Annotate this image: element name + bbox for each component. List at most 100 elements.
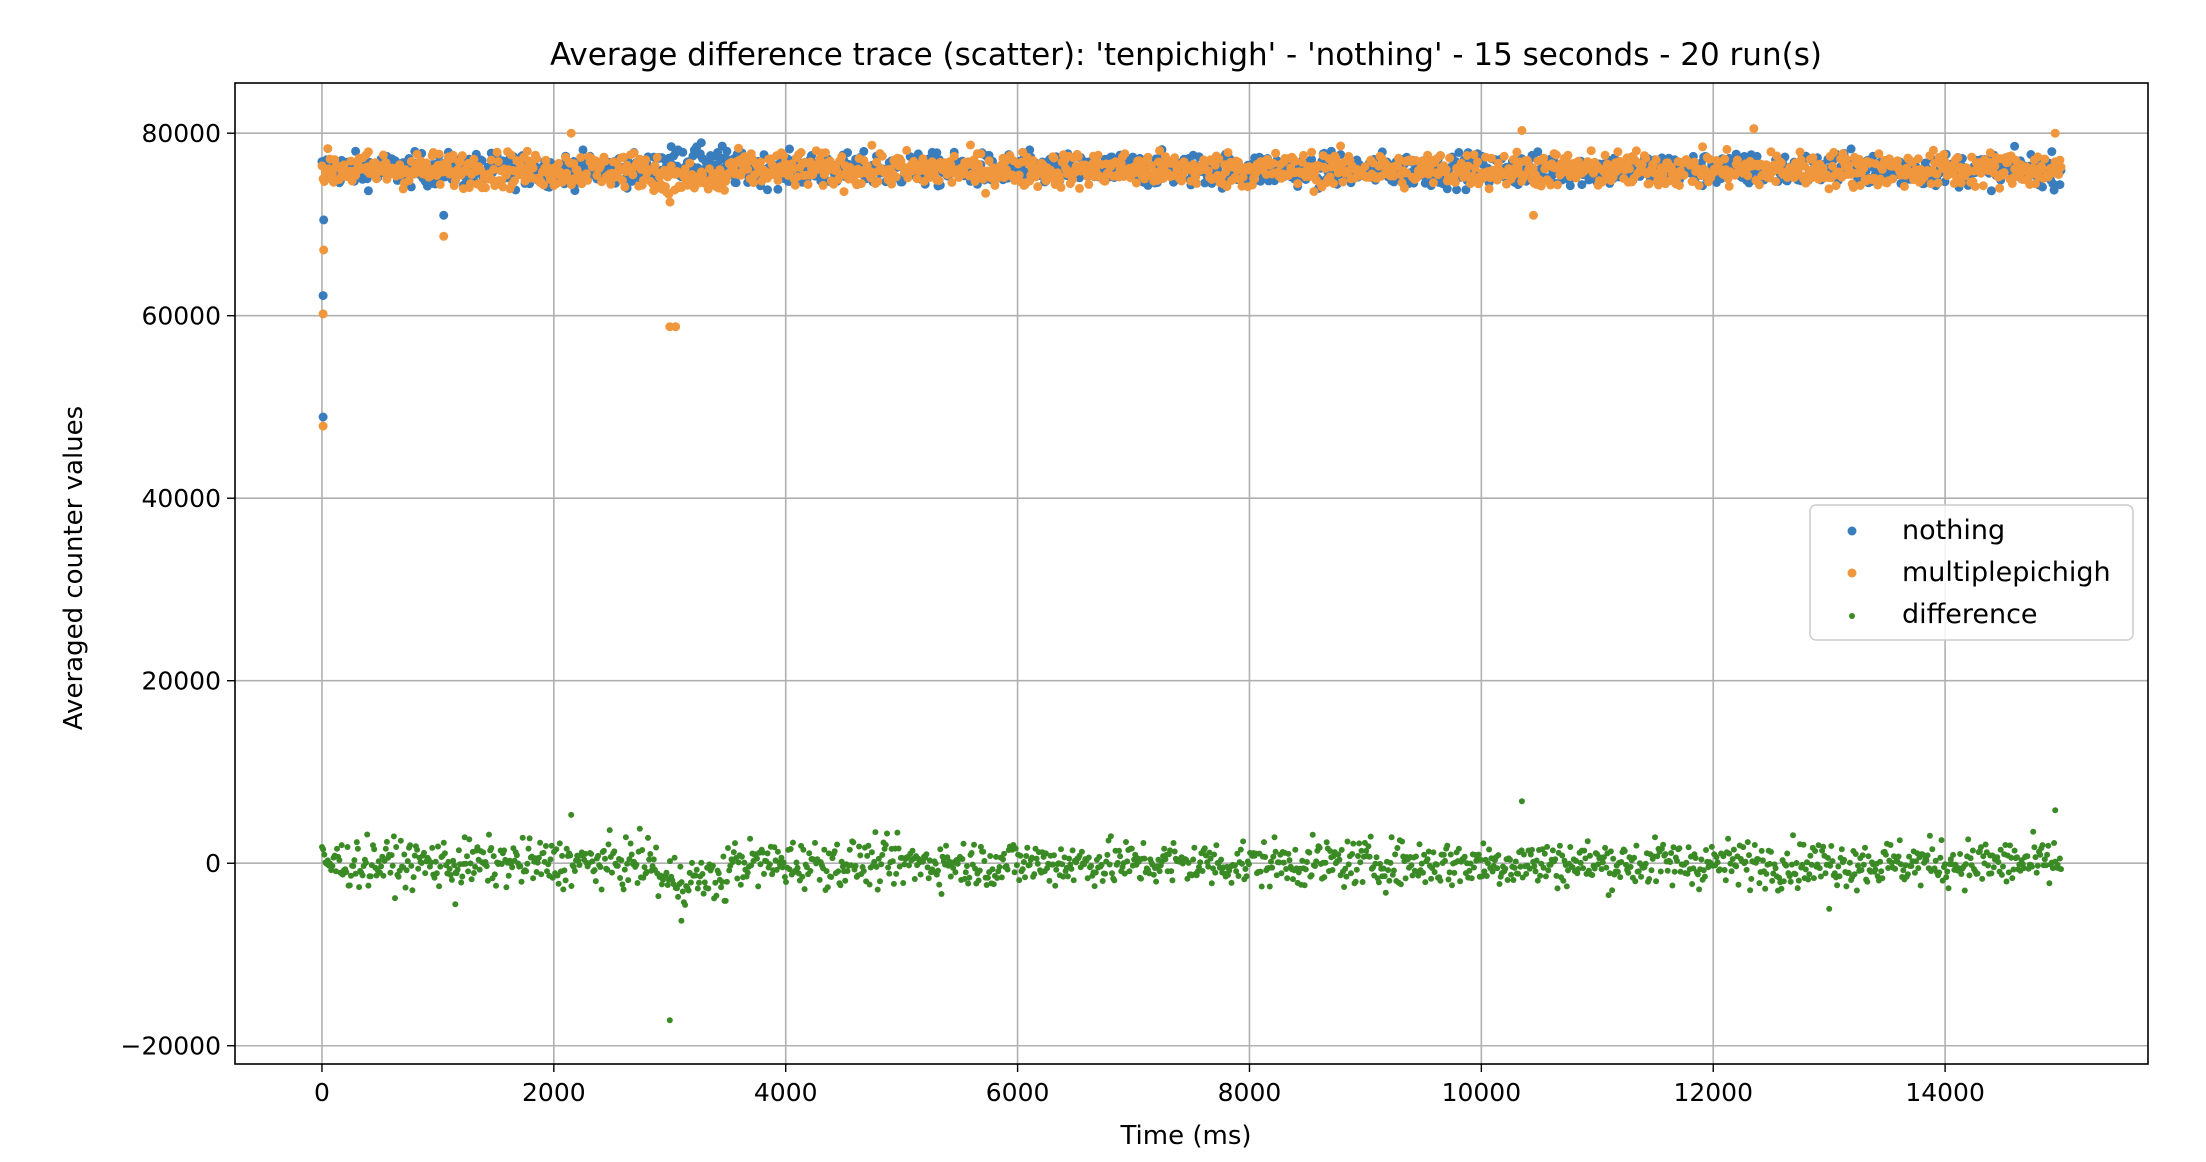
point-difference [1534, 877, 1541, 884]
point-difference [1386, 877, 1393, 884]
point-difference [1302, 866, 1309, 873]
point-difference [671, 854, 678, 861]
point-difference [1742, 858, 1749, 865]
point-multiplepichigh [1995, 183, 2005, 193]
point-multiplepichigh [788, 164, 798, 174]
point-difference [868, 849, 875, 856]
point-difference [1060, 873, 1067, 880]
point-difference [1515, 870, 1522, 877]
point-difference [1523, 870, 1530, 877]
point-difference [709, 862, 716, 869]
point-difference [1817, 873, 1824, 880]
point-difference [952, 869, 959, 876]
point-difference [2024, 853, 2031, 860]
point-multiplepichigh [1933, 178, 1943, 188]
point-difference [1911, 869, 1918, 876]
point-difference [1308, 872, 1315, 879]
point-difference [983, 882, 990, 888]
point-difference [878, 861, 885, 868]
point-multiplepichigh [620, 182, 630, 192]
point-difference [965, 880, 972, 887]
point-difference [448, 876, 455, 883]
y-tick-label: 20000 [141, 667, 221, 696]
outlier-point-difference [452, 901, 459, 908]
point-difference [1692, 855, 1699, 861]
point-difference [2003, 878, 2010, 885]
point-difference [1478, 857, 1484, 863]
point-difference [1196, 864, 1202, 870]
point-multiplepichigh [1829, 147, 1839, 157]
point-difference [582, 850, 589, 857]
point-difference [1858, 867, 1865, 874]
point-difference [1982, 841, 1989, 848]
point-difference [781, 874, 788, 880]
y-tick-label: −20000 [121, 1032, 221, 1061]
point-multiplepichigh [1143, 152, 1153, 162]
point-multiplepichigh [619, 152, 629, 162]
point-multiplepichigh [1484, 184, 1494, 194]
point-multiplepichigh [1658, 170, 1668, 180]
point-difference [694, 885, 701, 892]
point-difference [1746, 852, 1752, 859]
point-multiplepichigh [1602, 159, 1612, 169]
point-multiplepichigh [1435, 151, 1445, 160]
point-multiplepichigh [665, 197, 675, 207]
point-difference [971, 841, 977, 848]
point-difference [875, 855, 882, 862]
point-difference [1891, 853, 1897, 860]
point-difference [1730, 846, 1737, 853]
point-difference [1102, 870, 1109, 877]
point-difference [1338, 846, 1345, 853]
point-difference [1740, 844, 1747, 851]
x-tick-label: 2000 [522, 1078, 586, 1107]
point-difference [1766, 860, 1773, 867]
point-difference [1979, 875, 1986, 882]
point-difference [1508, 871, 1515, 878]
point-difference [1969, 847, 1976, 854]
point-difference [1446, 869, 1453, 876]
point-difference [626, 856, 633, 863]
point-difference [780, 859, 787, 866]
point-difference [771, 844, 778, 851]
point-multiplepichigh [685, 158, 695, 168]
point-difference [1689, 881, 1696, 887]
point-difference [759, 849, 766, 856]
point-difference [1437, 877, 1444, 884]
point-difference [1061, 854, 1068, 861]
point-difference [1631, 854, 1638, 861]
point-multiplepichigh [1536, 181, 1546, 191]
point-difference [387, 869, 394, 876]
point-difference [624, 860, 631, 867]
point-difference [392, 895, 398, 902]
point-multiplepichigh [934, 176, 944, 185]
point-difference [1609, 887, 1616, 894]
point-difference [614, 862, 621, 869]
point-multiplepichigh [486, 155, 496, 165]
outlier-point-nothing [439, 210, 449, 220]
point-multiplepichigh [576, 153, 586, 162]
point-difference [540, 849, 547, 856]
point-difference [895, 845, 902, 852]
point-difference [474, 844, 481, 851]
point-difference [383, 838, 390, 845]
point-difference [503, 884, 510, 891]
point-difference [1455, 845, 1462, 852]
point-difference [561, 867, 568, 874]
point-multiplepichigh [1637, 160, 1647, 170]
point-difference [1483, 873, 1490, 879]
point-difference [544, 868, 550, 875]
point-multiplepichigh [528, 163, 538, 173]
point-multiplepichigh [1389, 171, 1399, 181]
point-multiplepichigh [339, 160, 349, 170]
point-difference [1602, 844, 1609, 851]
point-difference [720, 853, 727, 860]
point-difference [2051, 840, 2058, 846]
point-multiplepichigh [1669, 167, 1678, 176]
point-difference [559, 852, 566, 859]
point-multiplepichigh [1679, 170, 1689, 180]
point-difference [1268, 858, 1274, 865]
point-difference [1184, 875, 1191, 882]
point-difference [1124, 858, 1131, 865]
point-difference [1409, 872, 1416, 879]
point-difference [1942, 861, 1948, 868]
